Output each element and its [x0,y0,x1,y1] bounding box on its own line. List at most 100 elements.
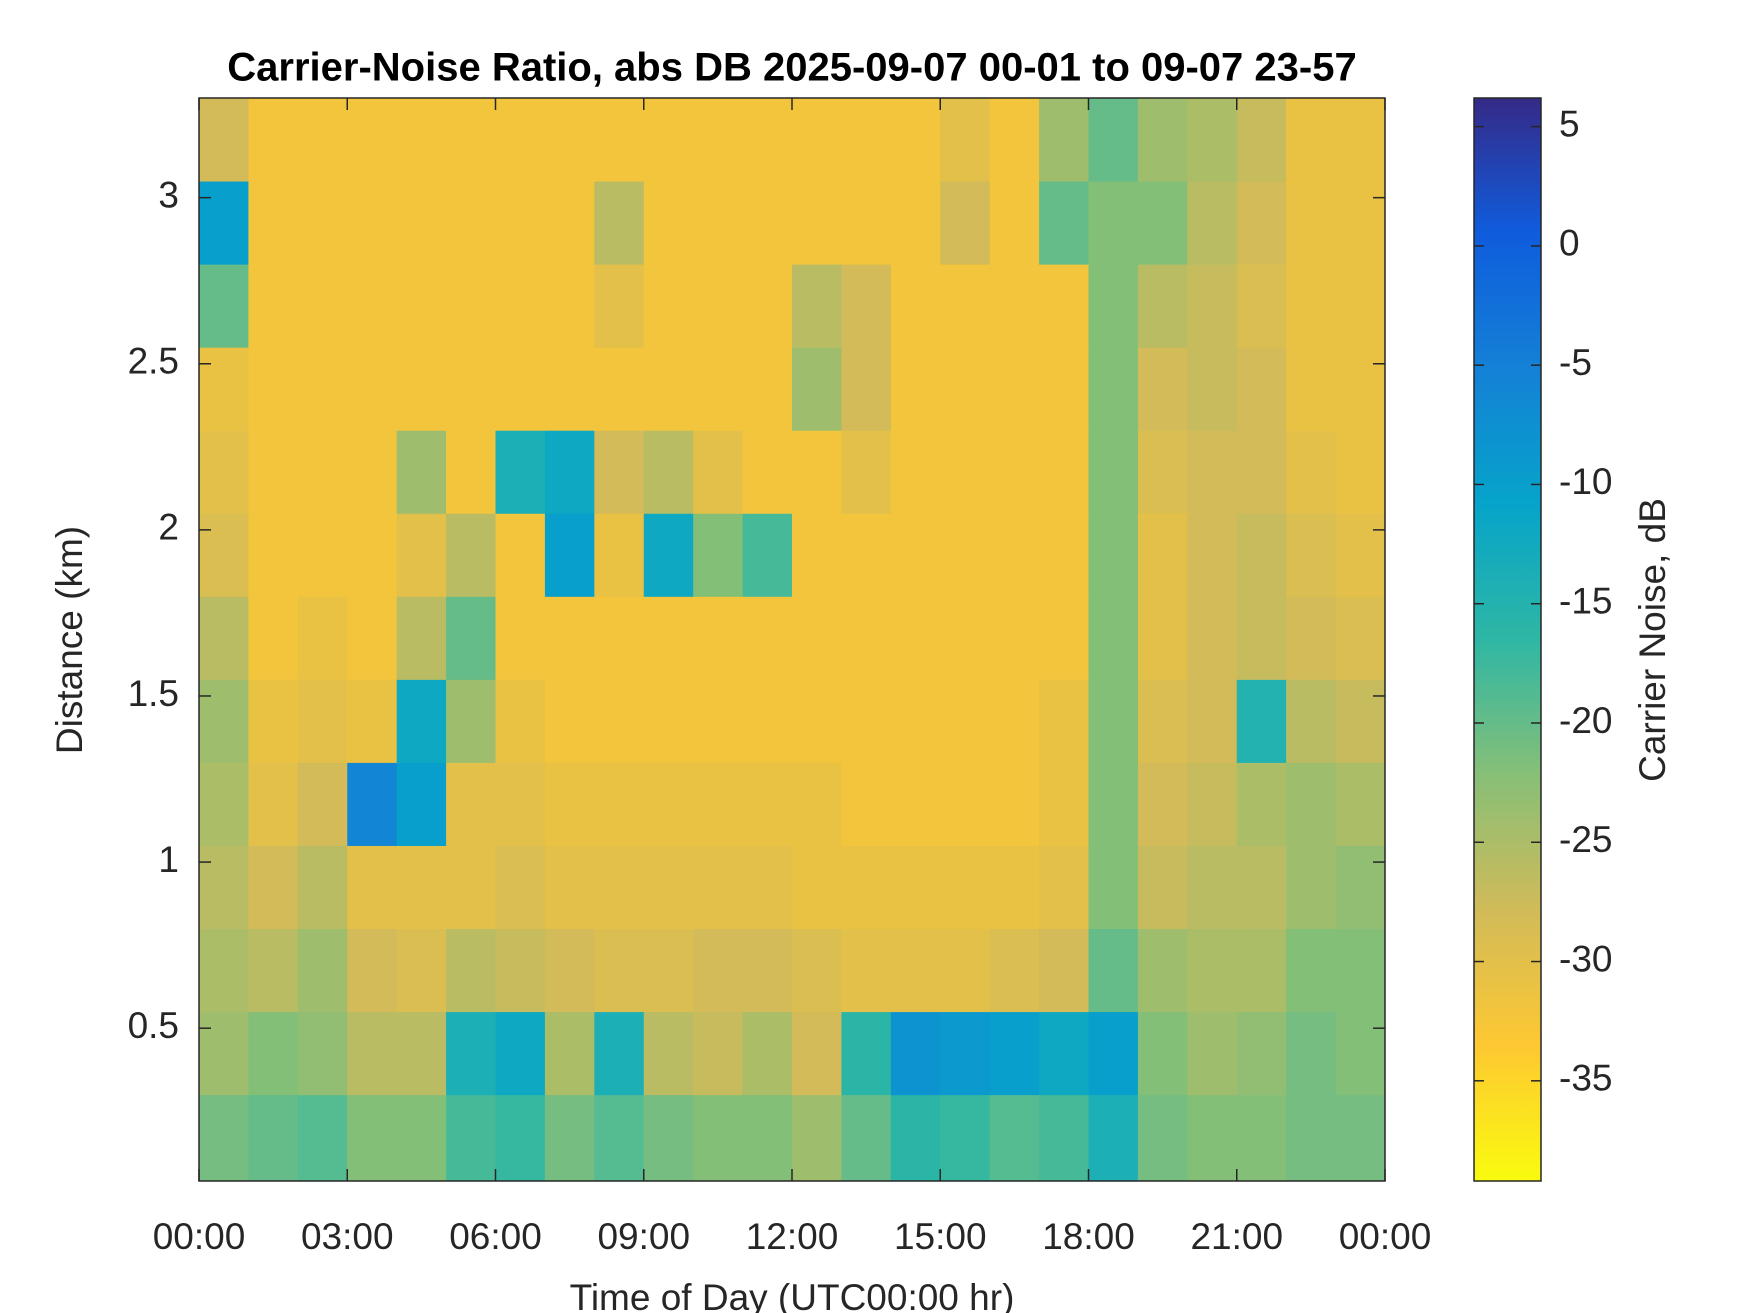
heatmap-cell [1187,679,1238,763]
heatmap-cell [1335,181,1386,265]
heatmap-cell [1039,928,1089,1013]
heatmap-cell [693,762,744,846]
heatmap-cell [742,845,793,930]
heatmap-cell [940,1094,991,1182]
heatmap-cell [495,845,546,930]
heatmap-cell [792,928,842,1013]
heatmap-cell [1335,845,1386,930]
heatmap-cell [841,430,892,514]
heatmap-cell [693,181,744,265]
heatmap-cell [297,1011,348,1096]
heatmap-cell [1335,430,1386,514]
heatmap-cell [396,181,447,265]
heatmap-cell [594,1011,645,1096]
colorbar-tick-label: -25 [1559,819,1612,860]
heatmap-cell [1187,98,1238,182]
heatmap-cell [643,596,694,680]
heatmap-cell [792,679,842,763]
heatmap-cell [1088,928,1139,1013]
heatmap-cell [1236,430,1287,514]
heatmap-cell [643,845,694,930]
heatmap-cell [989,1094,1040,1182]
y-axis-label: Distance (km) [49,526,90,754]
heatmap-cell [643,513,694,597]
heatmap-cell [1137,264,1188,348]
heatmap-cell [396,1094,447,1182]
heatmap-cell [742,181,793,265]
heatmap-cell [742,264,793,348]
heatmap-cell [841,1011,892,1096]
heatmap-cell [544,264,595,348]
y-tick-label: 1.5 [128,673,179,714]
heatmap-cell [396,430,447,514]
heatmap-cell [248,845,299,930]
colorbar-tick-label: -20 [1559,700,1612,741]
colorbar-tick-label: -15 [1559,580,1612,621]
heatmap-cell [446,98,496,182]
heatmap-cell [199,762,249,846]
heatmap-cell [693,264,744,348]
heatmap-cell [742,347,793,431]
heatmap-cell [1286,181,1337,265]
heatmap-cell [643,430,694,514]
heatmap-cell [989,928,1040,1013]
heatmap-cell [1187,347,1238,431]
heatmap-cell [1335,98,1386,182]
heatmap-cell [446,762,496,846]
heatmap-cell [742,762,793,846]
heatmap-cell [1335,928,1386,1013]
heatmap-cell [594,1094,645,1182]
heatmap-cell [446,264,496,348]
heatmap-cell [248,98,299,182]
heatmap-cell [495,513,546,597]
heatmap-cell [693,845,744,930]
heatmap-cell [940,1011,991,1096]
heatmap-cell [742,1094,793,1182]
heatmap-cell [1137,513,1188,597]
heatmap-cell [594,98,645,182]
heatmap-cell [495,928,546,1013]
heatmap-cell [989,596,1040,680]
heatmap-cell [1335,596,1386,680]
heatmap-cell [199,845,249,930]
heatmap-cell [1286,1094,1337,1182]
heatmap-cell [1286,264,1337,348]
heatmap-cell [446,347,496,431]
heatmap-cell [1088,679,1139,763]
heatmap-cell [1088,513,1139,597]
y-tick-label: 2 [158,507,179,548]
heatmap-cell [347,762,398,846]
heatmap-cell [1088,264,1139,348]
x-tick-label: 12:00 [746,1216,839,1257]
heatmap-cell [199,181,249,265]
heatmap-cell [841,679,892,763]
heatmap-cell [1335,1094,1386,1182]
heatmap-cell [248,762,299,846]
x-tick-label: 00:00 [153,1216,246,1257]
heatmap-cell [199,928,249,1013]
heatmap-cell [1286,679,1337,763]
heatmap-cell [890,264,941,348]
heatmap-cell [396,347,447,431]
heatmap-cell [446,596,496,680]
colorbar-tick-label: -5 [1559,342,1592,383]
heatmap-cell [297,845,348,930]
heatmap-cell [199,596,249,680]
heatmap-cell [446,430,496,514]
heatmap-cell [940,430,991,514]
heatmap-cell [841,98,892,182]
heatmap-cell [248,264,299,348]
y-tick-label: 1 [158,839,179,880]
heatmap-cell [643,762,694,846]
colorbar-tick-label: 0 [1559,223,1580,264]
heatmap-cell [890,1094,941,1182]
heatmap-cell [989,845,1040,930]
heatmap-cell [940,762,991,846]
heatmap-cell [347,1094,398,1182]
heatmap-cell [1088,596,1139,680]
heatmap-cell [989,679,1040,763]
heatmap-cell [347,845,398,930]
heatmap-cell [643,1094,694,1182]
heatmap-cell [1088,430,1139,514]
